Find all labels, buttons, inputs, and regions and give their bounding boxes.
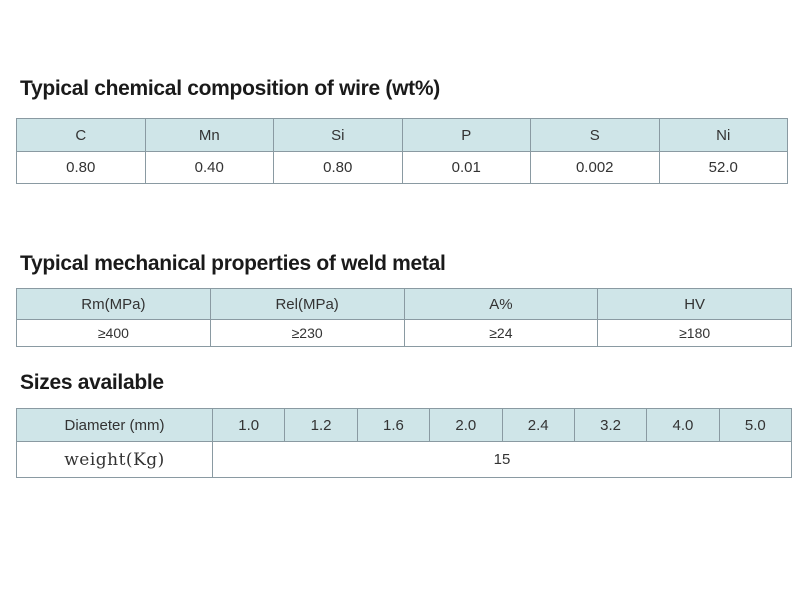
header-cell-s: S (530, 118, 660, 152)
header-cell-hv: HV (597, 288, 792, 320)
table-row: 0.80 0.40 0.80 0.01 0.002 52.0 (16, 151, 788, 184)
header-cell-c: C (16, 118, 146, 152)
header-cell-p: P (401, 118, 531, 152)
diameter-cell: 5.0 (718, 408, 793, 442)
header-cell-a: A% (403, 288, 599, 320)
value-cell-p: 0.01 (401, 151, 531, 184)
value-cell-rm: ≥400 (16, 319, 211, 347)
chemical-composition-table: C Mn Si P S Ni 0.80 0.40 0.80 0.01 0.002… (16, 118, 788, 184)
table-header-row: C Mn Si P S Ni (16, 118, 788, 152)
table-row: ≥400 ≥230 ≥24 ≥180 (16, 319, 792, 347)
diameter-cell: 1.0 (211, 408, 286, 442)
value-cell-hv: ≥180 (597, 319, 792, 347)
chemical-composition-title: Typical chemical composition of wire (wt… (20, 77, 440, 100)
header-cell-rm: Rm(MPa) (16, 288, 211, 320)
value-cell-ni: 52.0 (658, 151, 788, 184)
diameter-label-cell: Diameter (mm) (16, 408, 213, 442)
sizes-available-title: Sizes available (20, 371, 164, 394)
diameter-cell: 1.2 (284, 408, 358, 442)
value-cell-s: 0.002 (530, 151, 660, 184)
header-cell-si: Si (273, 118, 403, 152)
weight-label-cell: weight(Kg) (16, 441, 213, 478)
sizes-table: Diameter (mm) 1.0 1.2 1.6 2.0 2.4 3.2 4.… (16, 408, 793, 478)
value-cell-c: 0.80 (16, 151, 146, 184)
value-cell-rel: ≥230 (209, 319, 405, 347)
header-cell-ni: Ni (658, 118, 788, 152)
value-cell-si: 0.80 (273, 151, 403, 184)
table-header-row: Diameter (mm) 1.0 1.2 1.6 2.0 2.4 3.2 4.… (16, 408, 793, 442)
header-cell-rel: Rel(MPa) (209, 288, 405, 320)
weight-value-cell: 15 (212, 441, 792, 478)
mechanical-properties-title: Typical mechanical properties of weld me… (20, 252, 446, 275)
header-cell-mn: Mn (144, 118, 274, 152)
diameter-cell: 3.2 (573, 408, 648, 442)
diameter-cell: 2.4 (501, 408, 575, 442)
value-cell-a: ≥24 (403, 319, 599, 347)
diameter-cell: 4.0 (646, 408, 720, 442)
diameter-cell: 1.6 (356, 408, 431, 442)
value-cell-mn: 0.40 (144, 151, 274, 184)
table-header-row: Rm(MPa) Rel(MPa) A% HV (16, 288, 792, 320)
mechanical-properties-table: Rm(MPa) Rel(MPa) A% HV ≥400 ≥230 ≥24 ≥18… (16, 288, 792, 347)
diameter-cell: 2.0 (429, 408, 503, 442)
table-row: weight(Kg) 15 (16, 441, 792, 478)
